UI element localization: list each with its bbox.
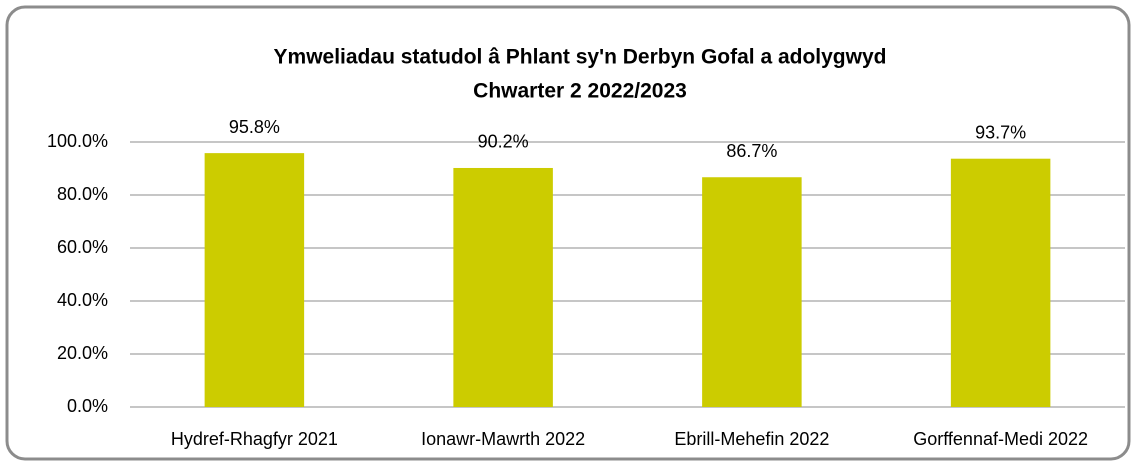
data-label: 95.8% (229, 117, 280, 137)
y-tick-label: 60.0% (57, 237, 108, 257)
chart-title: Ymweliadau statudol â Phlant sy'n Derbyn… (274, 46, 887, 69)
y-tick-label: 80.0% (57, 184, 108, 204)
x-tick-label: Gorffennaf-Medi 2022 (913, 429, 1088, 449)
y-tick-label: 0.0% (67, 396, 108, 416)
x-tick-label: Ionawr-Mawrth 2022 (421, 429, 585, 449)
chart-title: Chwarter 2 2022/2023 (473, 80, 687, 103)
x-tick-label: Hydref-Rhagfyr 2021 (171, 429, 338, 449)
data-label: 90.2% (478, 132, 529, 152)
y-tick-label: 20.0% (57, 343, 108, 363)
data-label: 93.7% (975, 122, 1026, 142)
bar (204, 153, 305, 407)
bar (950, 158, 1051, 407)
bar (702, 177, 802, 407)
y-tick-label: 100.0% (47, 131, 108, 151)
bar (453, 167, 553, 407)
y-tick-label: 40.0% (57, 290, 108, 310)
data-label: 86.7% (726, 141, 777, 161)
x-tick-label: Ebrill-Mehefin 2022 (674, 429, 829, 449)
